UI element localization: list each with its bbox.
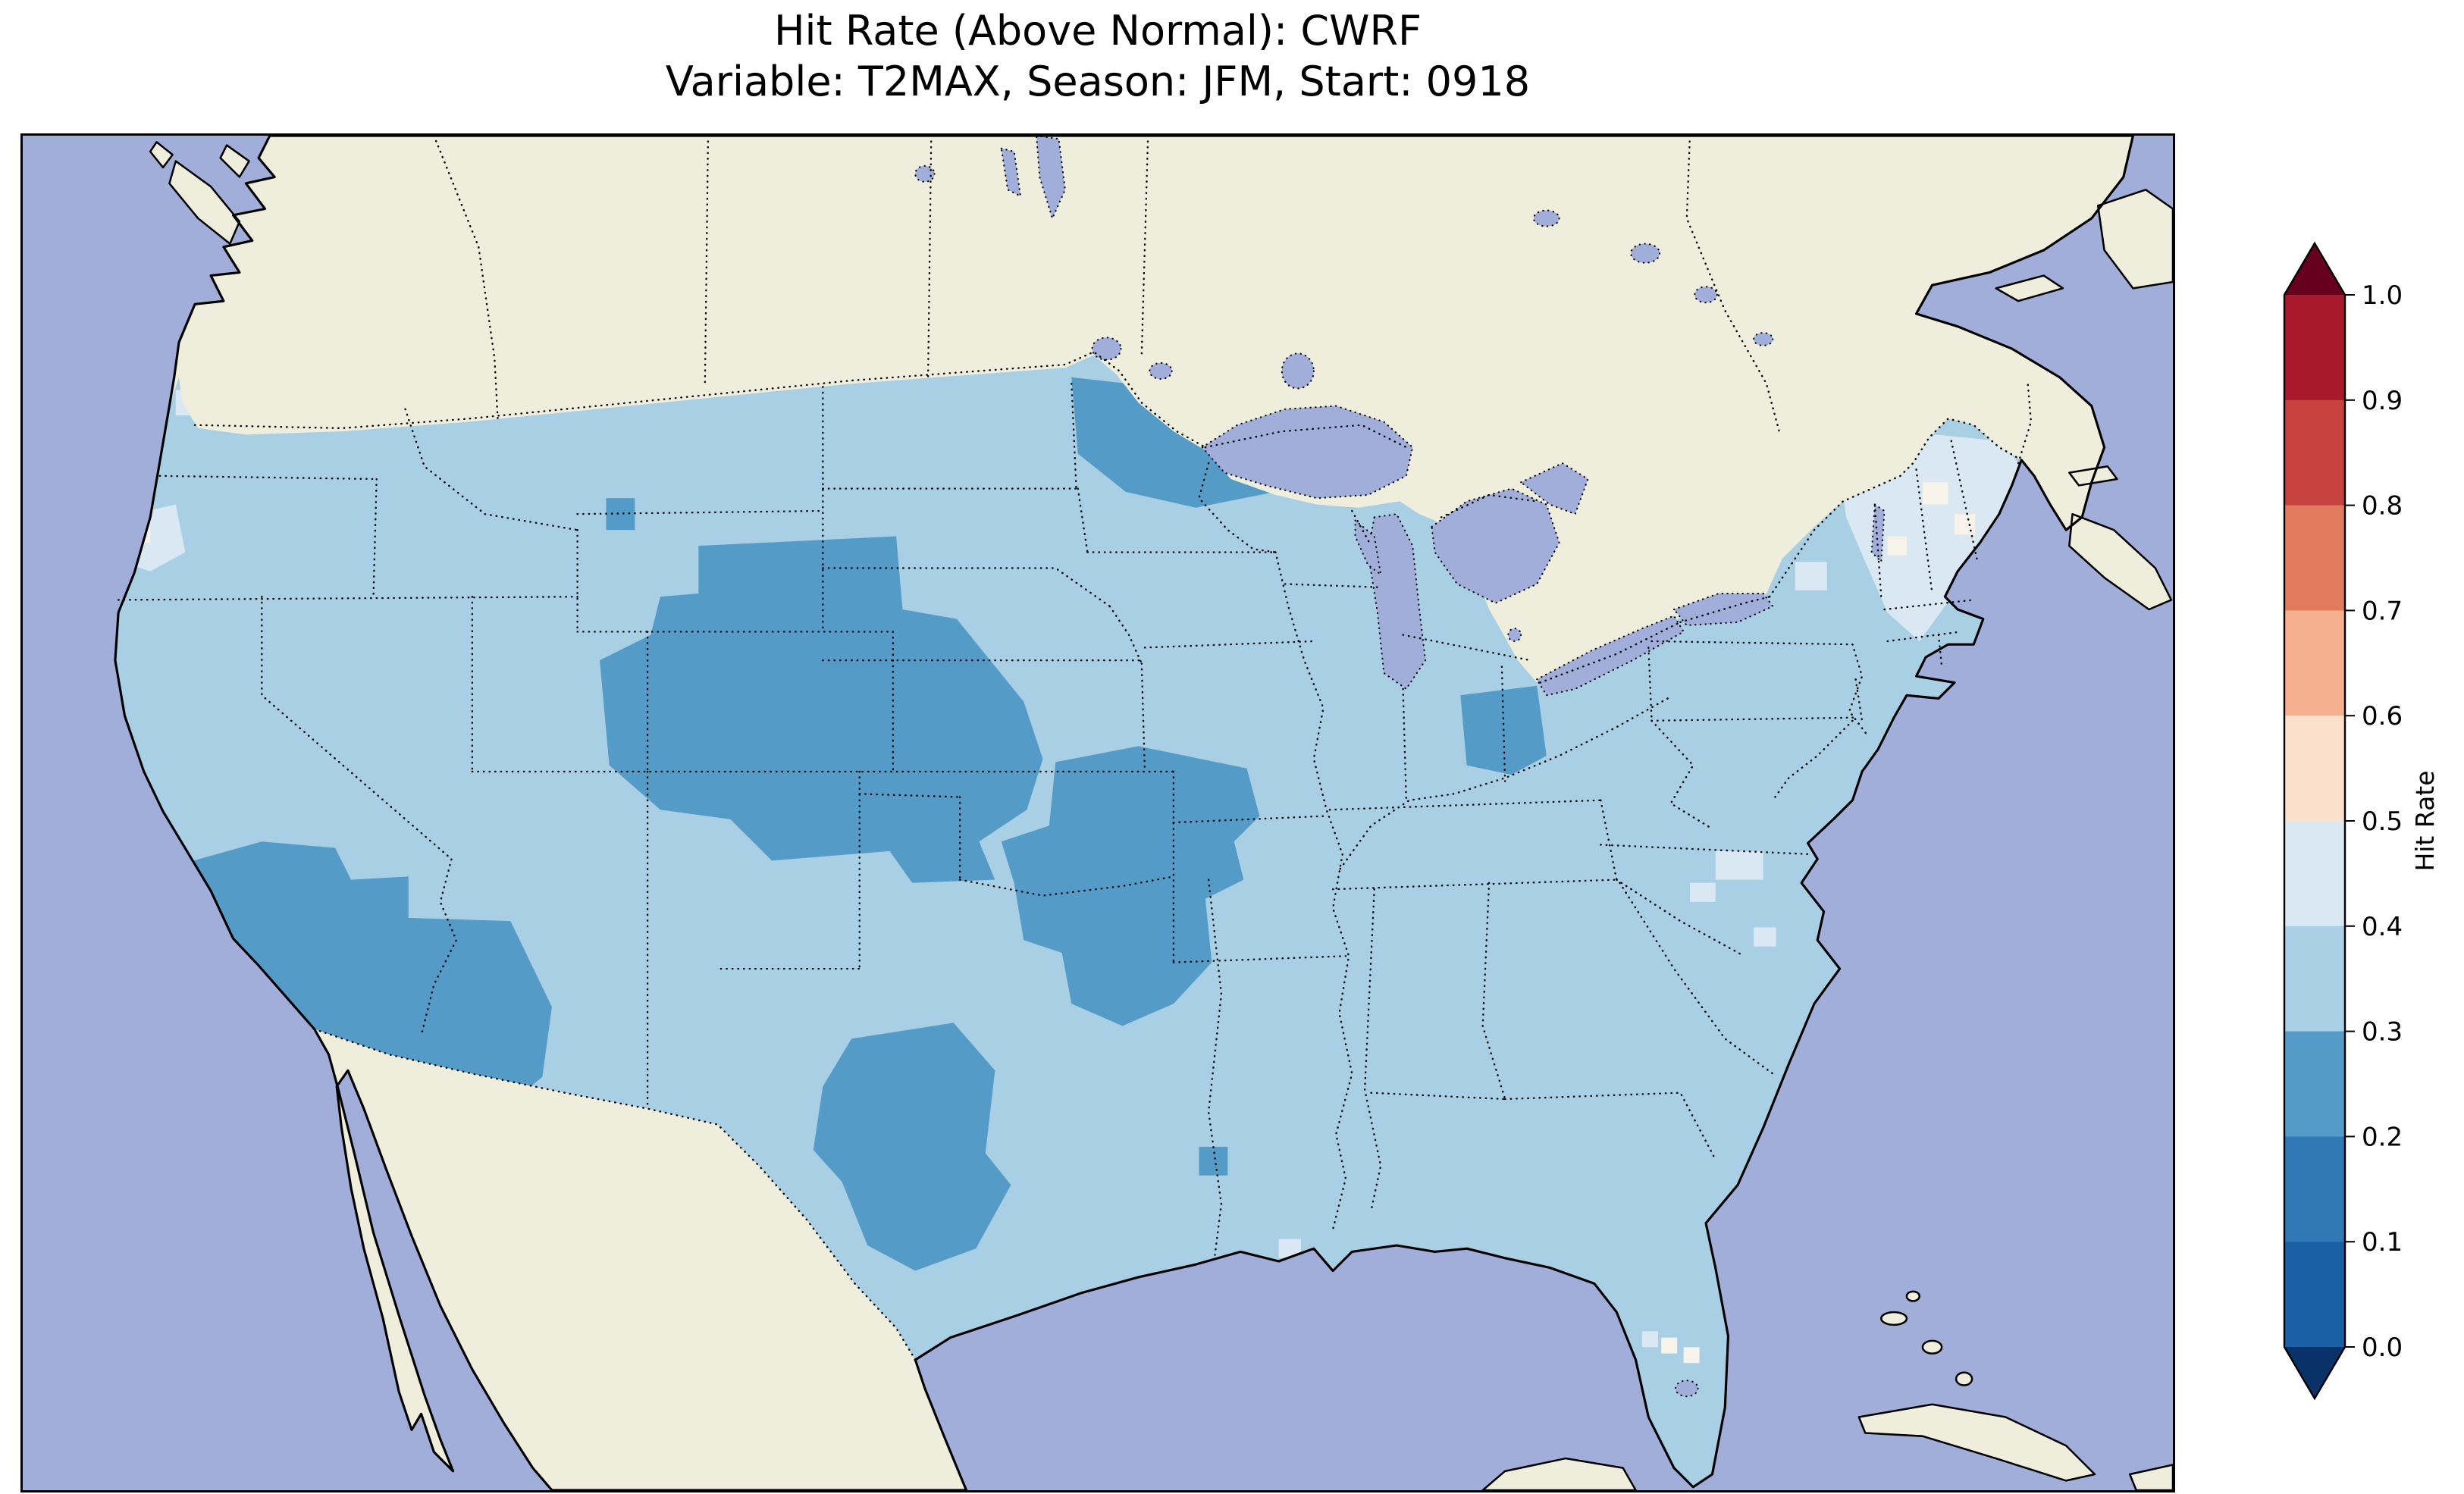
colorbar-arrow-over [2284, 243, 2345, 295]
nova-scotia [2068, 512, 2173, 611]
lake-champlain [1870, 503, 1886, 564]
patch-pale-cell [1715, 850, 1763, 880]
lake-michigan [1367, 513, 1427, 691]
bahamas-island [1905, 1290, 1920, 1302]
canadian-lake [1630, 243, 1661, 264]
canada-province-border [2017, 382, 2033, 465]
colorbar-tick-label: 0.0 [2362, 1333, 2403, 1363]
haida-island [149, 141, 174, 169]
map-svg [23, 136, 2173, 1490]
canadian-lake [1694, 286, 1718, 304]
patch-pale-cell [1690, 882, 1716, 902]
colorbar-tick-label: 0.3 [2362, 1017, 2403, 1048]
colorbar-segment [2284, 926, 2345, 1032]
colorbar-axis-label: Hit Rate [2410, 770, 2440, 871]
canadian-lake [1753, 332, 1774, 346]
patch-white-cell [1683, 1347, 1700, 1364]
newfoundland [2096, 189, 2173, 290]
patch-low-southwest [179, 841, 552, 1112]
bahamas-island [1880, 1311, 1908, 1326]
canada-province-border [1140, 136, 1149, 356]
patch-white-cell [1661, 1337, 1678, 1354]
cuba [1857, 1403, 2096, 1482]
colorbar-segment [2284, 1136, 2345, 1242]
bc-island [219, 144, 250, 178]
colorbar-segment [2284, 505, 2345, 611]
green-bay [1354, 518, 1382, 577]
hit-rate-patches-low [179, 377, 1547, 1271]
colorbar-segment [2284, 821, 2345, 927]
hispaniola [2128, 1464, 2173, 1490]
patch-white-cell [1887, 536, 1907, 556]
colorbar-segment [2284, 295, 2345, 401]
patch-pale-new-england [1839, 434, 2022, 641]
patch-low-colorado-plains [600, 536, 1043, 883]
patch-white-cell [1922, 482, 1948, 505]
colorbar-tick-label: 0.8 [2362, 491, 2403, 521]
lake-superior [1201, 405, 1414, 500]
colorbar-segment [2284, 610, 2345, 716]
international-borders [193, 136, 2033, 1361]
lake-st-clair [1507, 628, 1522, 643]
patch-pale-cell [1795, 562, 1827, 590]
title-line-2: Variable: T2MAX, Season: JFM, Start: 091… [665, 57, 1531, 105]
patch-low-missouri-ozarks [1001, 746, 1260, 1026]
lake-winnipeg [1036, 136, 1066, 221]
us-canada-border [193, 350, 1207, 449]
colorbar-segment [2284, 1242, 2345, 1347]
colorbar-tick-label: 0.5 [2362, 807, 2403, 837]
lake-ontario [1672, 593, 1774, 627]
rainy-lake [1149, 362, 1173, 380]
colorbar-segment [2284, 1031, 2345, 1137]
colorbar-tick-label: 0.7 [2362, 596, 2403, 626]
patch-white-cell [1954, 514, 1976, 535]
map-panel [20, 133, 2175, 1492]
state-borders [117, 382, 1978, 1256]
us-canada-border-lakes [1204, 424, 1408, 449]
canadian-lake [914, 164, 936, 183]
colorbar-arrow-under [2284, 1347, 2345, 1398]
islands [149, 141, 2173, 1490]
colorbar-tick-label: 0.6 [2362, 701, 2403, 731]
canada-province-border [926, 136, 933, 379]
lake-nipigon [1281, 352, 1315, 390]
title-line-1: Hit Rate (Above Normal): CWRF [773, 7, 1422, 55]
colorbar-segment [2284, 399, 2345, 506]
colorbar-segments [2284, 243, 2345, 1398]
lake-of-the-woods [1091, 337, 1122, 361]
colorbar-tick-label: 0.2 [2362, 1122, 2403, 1152]
georgian-bay [1519, 462, 1589, 515]
lake-okeechobee [1675, 1380, 1699, 1398]
lake-manitoba [1000, 147, 1022, 198]
colorbar-tick-label: 0.1 [2362, 1227, 2403, 1258]
canada-province-border [704, 136, 710, 388]
patch-low-central-texas [813, 1023, 1011, 1271]
colorbar-segment [2284, 716, 2345, 822]
canada-province-border [433, 136, 499, 420]
bahamas-island [1921, 1339, 1943, 1355]
colorbar-tick-label: 0.4 [2362, 912, 2403, 942]
anticosti-island [1995, 274, 2064, 302]
colorbar: 1.0 0.9 0.8 0.7 0.6 0.5 0.4 0.3 0.2 0.1 … [2278, 235, 2460, 1433]
patch-pale-cell [1641, 1331, 1658, 1348]
colorbar-tick-label: 0.9 [2362, 386, 2403, 416]
vancouver-island [168, 160, 241, 245]
colorbar-ticks: 1.0 0.9 0.8 0.7 0.6 0.5 0.4 0.3 0.2 0.1 … [2345, 280, 2403, 1363]
patch-low-cell [606, 498, 635, 531]
us-canada-border-east [1768, 418, 2023, 598]
patch-low-cell [1199, 1146, 1228, 1176]
us-canada-border-lakes [1440, 493, 1538, 518]
yucatan [1481, 1457, 1637, 1490]
figure-title: Hit Rate (Above Normal): CWRF Variable: … [23, 6, 2173, 108]
colorbar-svg: 1.0 0.9 0.8 0.7 0.6 0.5 0.4 0.3 0.2 0.1 … [2283, 241, 2440, 1401]
canada-province-border [1685, 136, 1780, 433]
bahamas-island [1955, 1371, 1973, 1386]
patch-pale-cell [1754, 927, 1776, 947]
colorbar-tick-label: 1.0 [2362, 280, 2403, 311]
us-canada-border-lakes [1679, 596, 1771, 624]
canadian-lake [1532, 209, 1560, 227]
